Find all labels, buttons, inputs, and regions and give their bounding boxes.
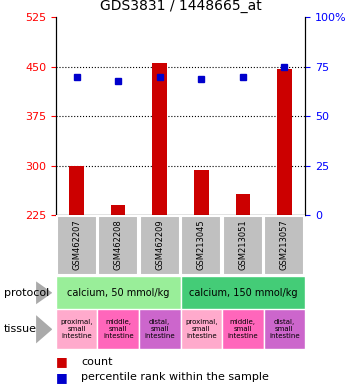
FancyBboxPatch shape (56, 276, 180, 309)
Text: GSM462208: GSM462208 (114, 219, 123, 270)
Text: ■: ■ (56, 355, 68, 368)
Polygon shape (36, 315, 52, 343)
Text: protocol: protocol (4, 288, 49, 298)
Text: tissue: tissue (4, 324, 36, 334)
Text: ■: ■ (56, 371, 68, 384)
FancyBboxPatch shape (264, 216, 304, 275)
Text: calcium, 150 mmol/kg: calcium, 150 mmol/kg (188, 288, 297, 298)
Bar (277, 69, 292, 215)
Bar (235, 194, 250, 215)
FancyBboxPatch shape (180, 309, 222, 349)
Text: calcium, 50 mmol/kg: calcium, 50 mmol/kg (67, 288, 169, 298)
FancyBboxPatch shape (140, 216, 180, 275)
FancyBboxPatch shape (57, 216, 97, 275)
FancyBboxPatch shape (97, 309, 139, 349)
FancyBboxPatch shape (139, 309, 180, 349)
Text: GSM213057: GSM213057 (280, 219, 289, 270)
Text: middle,
small
intestine: middle, small intestine (103, 319, 134, 339)
Text: proximal,
small
intestine: proximal, small intestine (60, 319, 93, 339)
FancyBboxPatch shape (98, 216, 138, 275)
Text: proximal,
small
intestine: proximal, small intestine (185, 319, 218, 339)
FancyBboxPatch shape (181, 216, 221, 275)
FancyBboxPatch shape (222, 309, 264, 349)
Text: count: count (81, 357, 113, 367)
FancyBboxPatch shape (264, 309, 305, 349)
Bar (152, 63, 167, 215)
FancyBboxPatch shape (56, 309, 97, 349)
Text: GSM462207: GSM462207 (72, 219, 81, 270)
Text: percentile rank within the sample: percentile rank within the sample (81, 372, 269, 382)
Text: GSM213051: GSM213051 (238, 219, 247, 270)
Bar (111, 205, 126, 215)
Text: GSM213045: GSM213045 (197, 219, 206, 270)
Text: middle,
small
intestine: middle, small intestine (227, 319, 258, 339)
Polygon shape (36, 281, 52, 304)
Bar (69, 166, 84, 215)
Bar (194, 170, 209, 215)
FancyBboxPatch shape (180, 276, 305, 309)
Text: GSM462209: GSM462209 (155, 219, 164, 270)
Title: GDS3831 / 1448665_at: GDS3831 / 1448665_at (100, 0, 261, 13)
FancyBboxPatch shape (223, 216, 263, 275)
Text: distal,
small
intestine: distal, small intestine (269, 319, 300, 339)
Text: distal,
small
intestine: distal, small intestine (144, 319, 175, 339)
